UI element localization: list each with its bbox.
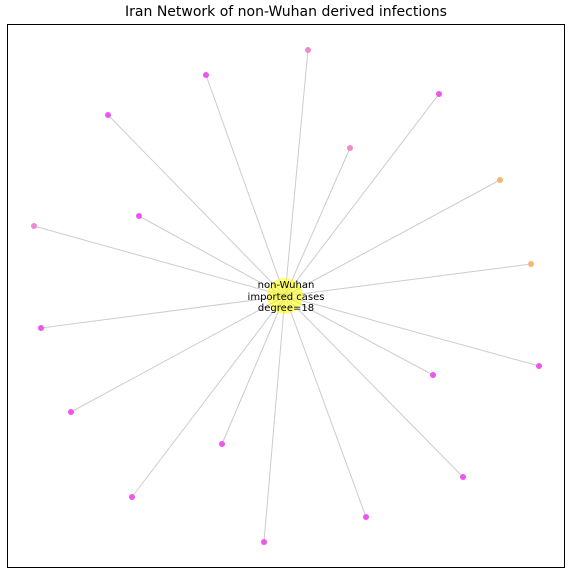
edges-group [33,49,540,543]
edge-n12 [284,295,540,367]
plot-frame [7,24,565,568]
leaf-node-n8 [497,177,503,183]
leaf-node-n7 [31,223,37,229]
edge-n3 [284,93,440,297]
leaf-node-n18 [261,539,267,545]
edge-n10 [40,295,286,329]
leaf-node-n3 [436,91,442,97]
edge-n17 [284,295,367,518]
chart-title: Iran Network of non-Wuhan derived infect… [125,4,447,20]
edge-n14 [221,295,286,445]
leaf-node-n12 [536,363,542,369]
leaf-node-n4 [105,112,111,118]
edge-n11 [284,295,434,376]
leaf-node-n6 [347,145,353,151]
leaf-node-n15 [460,474,466,480]
leaf-node-n13 [68,409,74,415]
leaf-node-n17 [363,514,369,520]
edge-n4 [107,114,286,297]
leaf-node-n16 [129,494,135,500]
leaf-node-n2 [305,47,311,53]
leaf-node-n14 [219,441,225,447]
leaf-node-n1 [203,72,209,78]
edge-n13 [70,295,286,413]
center-node-label-3: degree=18 [258,303,314,314]
leaf-node-n11 [430,372,436,378]
edge-n7 [33,225,286,297]
edge-n16 [131,295,286,498]
edge-n1 [205,74,286,297]
edge-n5 [138,215,286,297]
center-node-label-2: imported cases [248,292,325,303]
center-node-label-1: non-Wuhan [258,280,315,291]
center-node [267,278,303,314]
leaf-node-n10 [38,325,44,331]
edge-n18 [263,295,286,543]
edge-n8 [284,179,501,297]
leaf-node-n9 [528,261,534,267]
edge-n9 [284,263,532,297]
leaf-nodes-group [31,47,542,545]
edge-n2 [284,49,309,297]
edge-n6 [284,147,351,297]
center-node-group: non-Wuhan imported cases degree=18 [248,278,325,314]
leaf-node-n5 [136,213,142,219]
edge-n15 [284,295,464,478]
